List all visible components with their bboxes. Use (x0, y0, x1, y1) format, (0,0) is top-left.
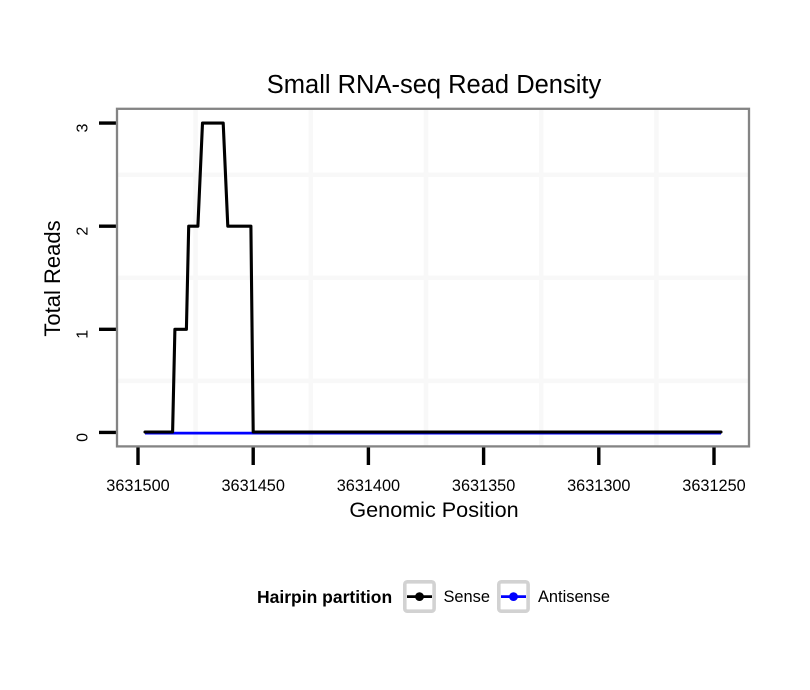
svg-text:3631350: 3631350 (452, 477, 515, 495)
svg-text:Small RNA-seq Read Density: Small RNA-seq Read Density (267, 71, 602, 99)
svg-text:3631400: 3631400 (337, 477, 400, 495)
svg-text:0: 0 (74, 433, 91, 442)
svg-text:3631250: 3631250 (682, 477, 745, 495)
svg-text:Genomic Position: Genomic Position (349, 497, 518, 522)
svg-text:1: 1 (74, 330, 91, 339)
svg-text:Antisense: Antisense (538, 588, 610, 606)
svg-text:3631450: 3631450 (222, 477, 285, 495)
svg-text:3631500: 3631500 (106, 477, 169, 495)
svg-text:Sense: Sense (444, 588, 490, 606)
svg-text:3631300: 3631300 (567, 477, 630, 495)
svg-text:Hairpin partition: Hairpin partition (257, 587, 392, 607)
svg-text:3: 3 (74, 124, 91, 133)
svg-text:Total Reads: Total Reads (40, 220, 65, 336)
svg-text:2: 2 (74, 227, 91, 236)
